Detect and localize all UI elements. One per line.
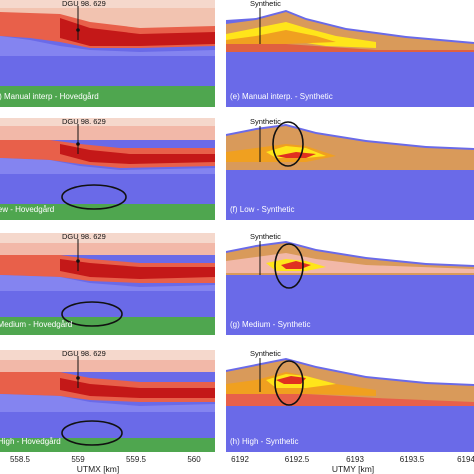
x-tick-label: 559 [71, 455, 85, 464]
panel-b: DGU 98. 629 (b) New - Hovedgård [0, 118, 215, 220]
well-label: DGU 98. 629 [62, 350, 106, 358]
x-tick-label: 6193.5 [399, 455, 425, 464]
x-tick-label: 6192.5 [284, 455, 310, 464]
section-image [226, 350, 474, 452]
panel-f: Synthetic (f) Low - Synthetic [226, 118, 474, 220]
section-image [0, 0, 215, 107]
panel-h: Synthetic (h) High - Synthetic [226, 350, 474, 452]
section-image [226, 0, 474, 107]
panel-label: (a) Manual interp - Hovedgård [0, 92, 99, 101]
panel-e: Synthetic (e) Manual interp. - Synthetic [226, 0, 474, 107]
x-tick-label: 560 [187, 455, 201, 464]
well-label: Synthetic [250, 0, 281, 8]
panel-g: Synthetic (g) Medium - Synthetic [226, 233, 474, 335]
x-tick-label: 6192 [231, 455, 249, 464]
section-image [0, 233, 215, 335]
panel-label: (h) High - Synthetic [230, 437, 299, 446]
section-image [226, 233, 474, 335]
well-label: DGU 98. 629 [62, 118, 106, 126]
x-tick-label: 559.5 [125, 455, 147, 464]
section-image [0, 350, 215, 452]
well-label: Synthetic [250, 350, 281, 358]
panel-label: (g) Medium - Synthetic [230, 320, 311, 329]
panel-d: DGU 98. 629 (d) High - Hovedgård [0, 350, 215, 452]
well-label: DGU 98. 629 [62, 0, 106, 8]
panel-label: (d) High - Hovedgård [0, 437, 61, 446]
section-image [0, 118, 215, 220]
x-axis-title: UTMY [km] [331, 464, 375, 474]
panel-label: (c) Medium - Hovedgård [0, 320, 73, 329]
x-tick-label: 6194 [457, 455, 474, 464]
well-label: Synthetic [250, 233, 281, 241]
panel-label: (e) Manual interp. - Synthetic [230, 92, 333, 101]
section-image [226, 118, 474, 220]
panel-label: (f) Low - Synthetic [230, 205, 295, 214]
panel-c: DGU 98. 629 (c) Medium - Hovedgård [0, 233, 215, 335]
well-label: DGU 98. 629 [62, 233, 106, 241]
panel-label: (b) New - Hovedgård [0, 205, 55, 214]
x-tick-label: 558.5 [9, 455, 31, 464]
x-tick-label: 6193 [346, 455, 364, 464]
x-axis-title: UTMX [km] [76, 464, 120, 474]
panel-a: DGU 98. 629 (a) Manual interp - Hovedgår… [0, 0, 215, 107]
well-label: Synthetic [250, 118, 281, 126]
